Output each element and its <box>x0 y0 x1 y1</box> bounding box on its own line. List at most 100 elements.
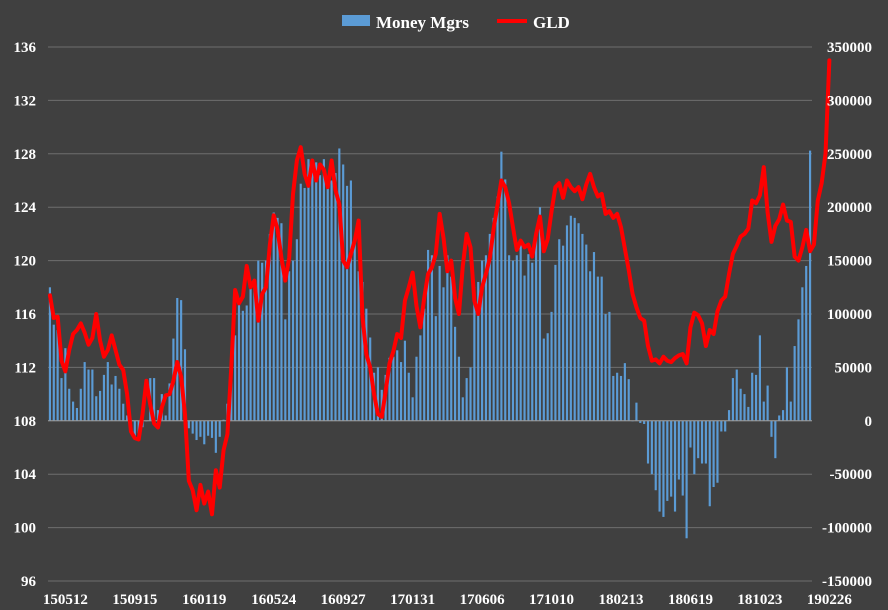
money-mgrs-bar <box>805 265 808 421</box>
money-mgrs-bar <box>762 401 765 421</box>
money-mgrs-bar <box>666 420 669 501</box>
money-mgrs-bar <box>535 233 538 421</box>
money-mgrs-bar <box>91 369 94 421</box>
money-mgrs-bar <box>562 245 565 421</box>
left-axis-tick-label: 124 <box>14 200 37 216</box>
legend-label-gld: GLD <box>533 13 570 32</box>
money-mgrs-bar <box>203 420 206 445</box>
money-mgrs-bar <box>450 276 453 421</box>
money-mgrs-bar <box>199 420 202 437</box>
money-mgrs-bar <box>770 420 773 437</box>
left-axis-tick-label: 112 <box>14 360 36 376</box>
money-mgrs-bar <box>700 420 704 464</box>
money-mgrs-bar <box>662 420 665 517</box>
money-mgrs-bar <box>361 281 364 421</box>
money-mgrs-bar <box>758 335 761 421</box>
money-mgrs-bar <box>550 311 553 421</box>
money-mgrs-bar <box>180 300 183 421</box>
money-mgrs-bar <box>473 287 476 421</box>
money-mgrs-bar <box>99 390 102 421</box>
x-axis-tick-label: 160927 <box>321 592 367 608</box>
money-mgrs-bar <box>492 217 495 421</box>
money-mgrs-bar <box>654 420 657 491</box>
money-mgrs-bar <box>79 388 82 421</box>
money-mgrs-bar <box>523 275 526 421</box>
money-mgrs-bar <box>253 288 256 421</box>
money-mgrs-bar <box>616 372 619 421</box>
money-mgrs-bar <box>207 420 210 436</box>
money-mgrs-bar <box>64 348 67 421</box>
money-mgrs-bar <box>291 260 295 421</box>
money-mgrs-bar <box>477 281 480 421</box>
x-axis-tick-label: 170606 <box>460 592 506 608</box>
money-mgrs-bar <box>295 239 298 421</box>
money-mgrs-bar <box>75 407 79 421</box>
left-axis-tick-label: 116 <box>14 307 36 323</box>
x-axis-tick-label: 180619 <box>668 592 713 608</box>
left-axis-tick-label: 128 <box>14 147 37 163</box>
money-mgrs-bar <box>392 356 395 421</box>
money-mgrs-bar <box>164 415 167 421</box>
money-mgrs-bar <box>388 357 391 421</box>
money-mgrs-bar <box>500 151 503 421</box>
money-mgrs-bar <box>600 276 603 421</box>
x-axis-labels: 150512 150915 160119 160524 160927 170131 1706… <box>43 592 853 608</box>
money-mgrs-bar <box>639 420 642 423</box>
money-mgrs-bar <box>411 397 414 421</box>
money-mgrs-bar <box>191 420 194 434</box>
money-mgrs-bar <box>122 403 125 421</box>
money-mgrs-bar <box>781 410 785 421</box>
money-mgrs-bar <box>515 255 518 421</box>
money-mgrs-bar <box>407 372 410 421</box>
gld-line-path <box>47 58 832 517</box>
money-mgrs-bar <box>210 420 214 438</box>
money-mgrs-bar <box>218 420 221 437</box>
money-mgrs-bar <box>689 420 692 448</box>
money-mgrs-bar <box>612 375 615 421</box>
money-mgrs-bar <box>751 372 754 421</box>
money-mgrs-bar <box>797 319 800 421</box>
legend-label-money-mgrs: Money Mgrs <box>376 13 469 32</box>
money-mgrs-bar <box>222 419 225 421</box>
money-mgrs-bar <box>284 319 287 421</box>
money-mgrs-bar <box>156 410 160 421</box>
money-mgrs-bar <box>187 420 190 429</box>
money-mgrs-bar <box>168 383 171 421</box>
right-axis-tick-label: 300000 <box>827 93 872 109</box>
money-mgrs-bar <box>596 276 599 421</box>
x-axis-tick-label: 171010 <box>529 592 574 608</box>
money-mgrs-bar <box>484 255 488 421</box>
left-axis-tick-label: 100 <box>14 521 37 537</box>
money-mgrs-bar <box>376 367 379 421</box>
right-axis-tick-label: 150000 <box>827 254 872 270</box>
money-mgrs-bar <box>52 324 55 421</box>
money-mgrs-bar <box>681 420 684 496</box>
money-mgrs-bar <box>716 420 719 483</box>
money-mgrs-bar <box>531 262 534 421</box>
money-mgrs-bar <box>481 260 484 421</box>
money-mgrs-bar <box>558 239 561 421</box>
money-mgrs-bar <box>245 305 248 421</box>
money-mgrs-bar <box>685 420 688 539</box>
x-axis-tick-label: 160119 <box>182 592 226 608</box>
money-mgrs-bar <box>789 401 792 421</box>
money-mgrs-bar <box>585 244 588 421</box>
money-mgrs-bar <box>268 233 271 421</box>
money-mgrs-bar <box>106 362 109 421</box>
money-mgrs-bar <box>488 233 491 421</box>
money-mgrs-bar <box>693 420 696 475</box>
money-mgrs-bar <box>619 375 623 421</box>
money-mgrs-bar <box>280 223 283 421</box>
left-axis-tick-label: 136 <box>14 40 37 56</box>
money-mgrs-bar <box>496 196 499 421</box>
money-mgrs-bar <box>234 335 237 421</box>
money-mgrs-bar <box>727 410 731 421</box>
money-mgrs-bar <box>288 271 291 421</box>
money-mgrs-bar <box>604 314 607 421</box>
money-mgrs-bar <box>434 316 437 421</box>
right-axis-tick-label: -150000 <box>822 574 872 590</box>
money-mgrs-bar <box>670 420 673 497</box>
money-mgrs-bar <box>303 187 306 421</box>
money-mgrs-bar <box>399 362 403 421</box>
money-mgrs-bar <box>87 369 90 421</box>
